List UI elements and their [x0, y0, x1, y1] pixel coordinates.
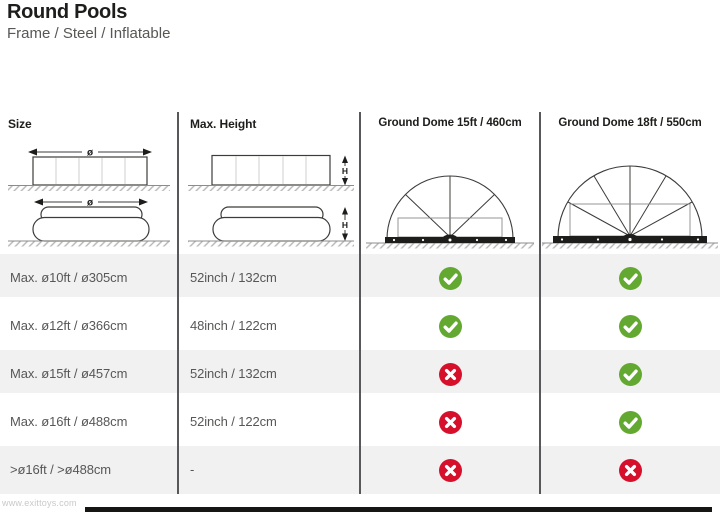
size-cell: Max. ø16ft / ø488cm: [10, 414, 128, 429]
page-subtitle: Frame / Steel / Inflatable: [7, 25, 171, 42]
max-height-diagram: H H: [188, 154, 354, 247]
column-header-size: Size: [8, 117, 32, 131]
size-cell: Max. ø10ft / ø305cm: [10, 270, 128, 285]
dome-spoke: [593, 175, 631, 237]
ground-dome-18ft-diagram: [542, 165, 718, 249]
dome-18ft-compat-cell: [540, 446, 720, 494]
dome-spoke: [405, 194, 451, 238]
column-divider: [177, 112, 179, 494]
column-divider: [359, 112, 361, 494]
size-diameter-diagram: ø ø: [8, 148, 170, 247]
ground-hatch: [188, 241, 354, 247]
height-label: H: [342, 166, 348, 176]
footer-bar: [85, 507, 712, 512]
page-title: Round Pools: [7, 1, 128, 23]
ground-hatch: [8, 185, 170, 191]
dome-18ft-compat-cell: [540, 350, 720, 398]
check-icon: [618, 314, 642, 338]
check-icon: [618, 266, 642, 290]
website-url: www.exittoys.com: [2, 498, 77, 508]
max-height-cell: 52inch / 132cm: [190, 270, 277, 285]
diameter-label: ø: [87, 148, 94, 159]
ground-hatch: [366, 243, 534, 249]
column-header-dome-18ft: Ground Dome 18ft / 550cm: [558, 117, 702, 129]
max-height-cell: -: [190, 462, 195, 477]
cross-icon: [438, 362, 462, 386]
frame-pool-shape: [32, 156, 148, 186]
dome-15ft-compat-cell: [360, 398, 540, 446]
dome-15ft-compat-cell: [360, 254, 540, 302]
inflatable-ring-bottom: [212, 216, 331, 242]
max-height-cell: 52inch / 132cm: [190, 366, 277, 381]
inflatable-ring-bottom: [32, 216, 150, 242]
height-label: H: [342, 220, 348, 230]
size-cell: >ø16ft / >ø488cm: [10, 462, 112, 477]
size-cell: Max. ø15ft / ø457cm: [10, 366, 128, 381]
dome-15ft-compat-cell: [360, 302, 540, 350]
dome-spoke: [629, 201, 693, 237]
column-divider: [539, 112, 541, 494]
dome-15ft-compat-cell: [360, 446, 540, 494]
dome-spoke: [629, 175, 667, 237]
ground-hatch: [188, 185, 354, 191]
ground-dome-15ft-diagram: [366, 175, 534, 249]
size-cell: Max. ø12ft / ø366cm: [10, 318, 128, 333]
dome-spoke: [567, 201, 631, 237]
check-icon: [438, 266, 462, 290]
max-height-cell: 48inch / 122cm: [190, 318, 277, 333]
cross-icon: [438, 410, 462, 434]
cross-icon: [618, 458, 642, 482]
dome-18ft-compat-cell: [540, 254, 720, 302]
diameter-label: ø: [87, 198, 94, 209]
ground-hatch: [8, 241, 170, 247]
column-header-dome-15ft: Ground Dome 15ft / 460cm: [378, 117, 522, 129]
dome-18ft-compat-cell: [540, 398, 720, 446]
dome-spoke: [449, 194, 495, 238]
check-icon: [618, 362, 642, 386]
cross-icon: [438, 458, 462, 482]
ground-hatch: [542, 243, 718, 249]
max-height-cell: 52inch / 122cm: [190, 414, 277, 429]
check-icon: [618, 410, 642, 434]
frame-pool-shape: [211, 154, 331, 186]
check-icon: [438, 314, 462, 338]
dome-18ft-compat-cell: [540, 302, 720, 350]
dome-15ft-compat-cell: [360, 350, 540, 398]
table-row: Max. ø16ft / ø488cm 52inch / 122cm: [0, 398, 720, 446]
column-header-max-height: Max. Height: [190, 117, 257, 131]
table-row: Max. ø12ft / ø366cm 48inch / 122cm: [0, 302, 720, 350]
